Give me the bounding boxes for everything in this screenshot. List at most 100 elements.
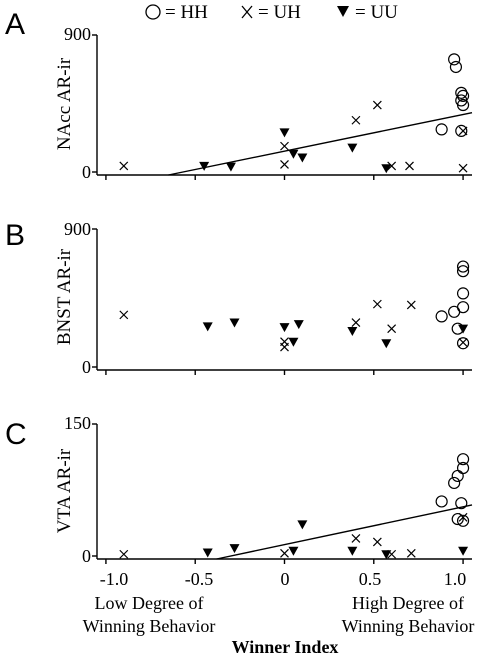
- legend-label-uh: = UH: [258, 2, 301, 23]
- y-axis-label-c: VTA AR-ir: [54, 448, 75, 533]
- point-uu: [458, 324, 469, 334]
- point-uh: [387, 324, 397, 334]
- point-uu: [381, 164, 392, 174]
- y-axis-label-a: NAcc AR-ir: [54, 57, 75, 150]
- point-uu: [229, 544, 240, 554]
- point-hh: [456, 287, 470, 300]
- point-uh: [406, 548, 416, 558]
- point-uh: [406, 300, 416, 310]
- y-tick-b-bottom: 0: [82, 357, 91, 377]
- plot-area-a: [92, 34, 473, 180]
- y-axis-label-b: BNST AR-ir: [54, 248, 75, 345]
- point-uh: [280, 141, 289, 151]
- point-uu: [458, 546, 469, 556]
- point-uh: [119, 161, 129, 171]
- y-tick-a-top: 900: [64, 24, 91, 44]
- point-uh: [458, 163, 468, 173]
- point-uu: [347, 143, 358, 153]
- legend-marker-uu: [337, 6, 349, 17]
- point-uu: [347, 546, 358, 556]
- point-uu: [288, 546, 299, 556]
- point-uu: [202, 322, 213, 332]
- high-degree-note-line2: Winning Behavior: [342, 616, 475, 636]
- legend-marker-uh: [241, 5, 253, 19]
- point-hh: [435, 310, 448, 323]
- point-uu: [229, 318, 240, 328]
- point-uh: [280, 342, 289, 352]
- point-hh: [456, 514, 470, 527]
- point-uh: [458, 126, 468, 136]
- panel-b: B BNST AR-ir 900 0: [5, 219, 472, 377]
- panel-letter-c: C: [5, 418, 27, 451]
- point-uu: [202, 548, 213, 558]
- point-hh: [456, 453, 470, 466]
- point-uh: [372, 537, 382, 547]
- point-hh: [456, 260, 470, 273]
- point-hh: [451, 469, 464, 483]
- legend-label-hh: = HH: [165, 2, 208, 23]
- legend-label-uu: = UU: [355, 2, 398, 23]
- point-uh: [351, 318, 361, 327]
- point-uu: [297, 153, 308, 163]
- x-tick-label: -1.0: [100, 569, 129, 589]
- point-uh: [405, 161, 414, 171]
- point-hh: [435, 123, 448, 136]
- point-uh: [280, 548, 289, 558]
- low-degree-note-line2: Winning Behavior: [83, 616, 216, 636]
- x-tick-label: -0.5: [185, 569, 214, 589]
- point-uu: [199, 161, 210, 171]
- x-axis-title: Winner Index: [232, 637, 339, 657]
- point-uh: [458, 512, 468, 522]
- point-uu: [225, 162, 236, 172]
- legend: = HH = UH = UU: [145, 2, 398, 23]
- point-hh: [435, 495, 448, 508]
- point-uu: [279, 128, 290, 138]
- point-uh: [372, 299, 382, 309]
- panel-c: C VTA AR-ir 150 0: [5, 413, 473, 566]
- regression-line: [216, 504, 473, 560]
- point-uh: [119, 310, 129, 320]
- y-tick-a-bottom: 0: [82, 162, 91, 182]
- point-uu: [297, 520, 308, 530]
- plot-area-b: [92, 228, 472, 375]
- point-uh: [351, 115, 361, 125]
- x-tick-label: 0: [281, 569, 290, 589]
- point-hh: [448, 476, 461, 490]
- point-hh: [455, 497, 468, 510]
- y-tick-b-top: 900: [64, 219, 91, 239]
- point-hh: [455, 124, 468, 137]
- point-uh: [372, 100, 382, 110]
- high-degree-note-line1: High Degree of: [352, 593, 464, 613]
- plot-area-c: [92, 423, 473, 564]
- point-uh: [458, 338, 468, 347]
- legend-marker-hh: [145, 4, 161, 20]
- low-degree-note-line1: Low Degree of: [95, 593, 204, 613]
- point-uh: [280, 159, 289, 169]
- point-uh: [119, 549, 129, 559]
- point-hh: [456, 98, 470, 112]
- regression-line: [168, 111, 473, 176]
- point-uu: [381, 550, 392, 560]
- point-uu: [293, 320, 304, 330]
- point-uh: [387, 161, 397, 171]
- panel-a: A NAcc AR-ir 900 0: [5, 8, 473, 182]
- point-uu: [288, 337, 299, 347]
- x-tick-label: 1.0: [444, 569, 467, 589]
- y-tick-c-top: 150: [64, 413, 91, 433]
- x-tick-label: 0.5: [359, 569, 382, 589]
- point-hh: [456, 337, 470, 350]
- x-tick-labels: -1.0 -0.5 0 0.5 1.0: [100, 569, 467, 589]
- panel-letter-a: A: [5, 8, 25, 41]
- point-hh: [448, 53, 461, 66]
- point-uu: [279, 323, 290, 333]
- point-uu: [347, 326, 358, 336]
- point-hh: [449, 60, 463, 74]
- point-uh: [351, 533, 361, 543]
- point-uu: [381, 339, 392, 349]
- y-tick-c-bottom: 0: [82, 546, 91, 566]
- point-hh: [448, 305, 461, 318]
- point-hh: [451, 512, 464, 526]
- point-hh: [455, 86, 468, 99]
- point-uu: [288, 149, 299, 159]
